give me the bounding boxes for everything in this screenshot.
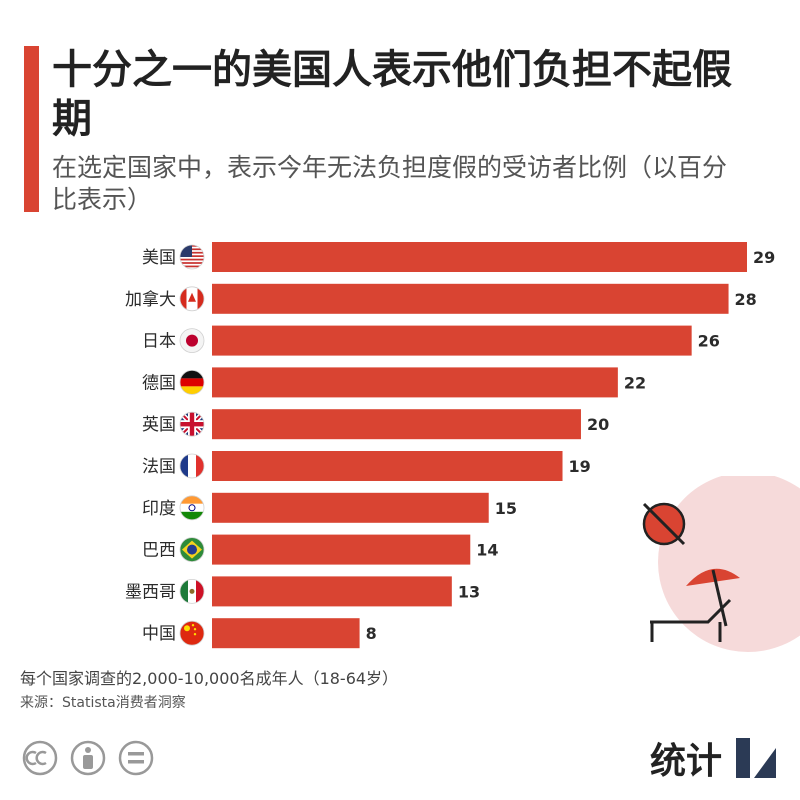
flag-mexico-icon [179,578,205,604]
data-label: 14 [476,541,498,560]
bar [212,451,563,481]
lounge-chair-icon [650,598,732,642]
bar [212,618,360,649]
flag-china-icon [179,620,205,646]
category-label: 美国 [142,248,176,268]
source-note: 来源：Statista消费者洞察 [20,695,186,711]
flag-india-icon [179,495,205,521]
flag-usa-icon [179,244,205,270]
no-derivatives-icon [118,740,154,776]
sun-icon [642,502,686,546]
bar [212,325,692,356]
flag-canada-icon [179,286,205,312]
category-label: 法国 [142,457,176,477]
beach-illustration-icon [642,476,800,652]
data-label: 29 [753,248,775,267]
bar [212,367,618,398]
data-label: 20 [587,415,609,434]
cc-icon [22,740,58,776]
data-label: 28 [735,290,757,309]
data-label: 15 [495,499,517,518]
flag-germany-icon [179,369,205,395]
bar-chart: 29 美国 28 加拿大 26 日本 22 德国 20 英国 19 法国 15 印度 14 巴西 13 墨西哥 8 中… [125,242,775,649]
chart-title: 十分之一的美国人表示他们负担不起假期 [52,47,732,142]
flag-uk-icon [179,411,205,437]
flag-france-icon [179,453,205,479]
category-label: 中国 [142,624,176,644]
creative-commons-icons [22,740,154,776]
category-label: 巴西 [142,541,176,561]
flag-brazil-icon [179,537,205,563]
chart-subtitle: 在选定国家中，表示今年无法负担度假的受访者比例（以百分比表示） [52,153,728,214]
attribution-icon [70,740,106,776]
category-label: 印度 [142,499,176,519]
category-label: 日本 [142,332,176,352]
title-accent-bar [24,46,39,212]
bar [212,283,729,314]
bar [212,409,581,440]
data-label: 26 [698,332,720,351]
brand-name: 统计 [650,741,723,782]
bar [212,576,452,607]
survey-footnote: 每个国家调查的2,000-10,000名成年人（18-64岁） [20,669,399,688]
category-label: 加拿大 [125,289,176,310]
bar [212,534,471,565]
data-label: 22 [624,373,646,392]
data-label: 13 [458,582,480,601]
bar [212,242,747,272]
flag-japan-icon [179,328,205,353]
data-label: 8 [366,624,377,643]
data-label: 19 [569,457,591,476]
category-label: 墨西哥 [125,582,176,602]
brand-logo-icon [736,738,776,778]
umbrella-icon [686,568,740,627]
category-label: 英国 [142,415,176,435]
bar [212,492,489,523]
category-label: 德国 [142,373,176,393]
